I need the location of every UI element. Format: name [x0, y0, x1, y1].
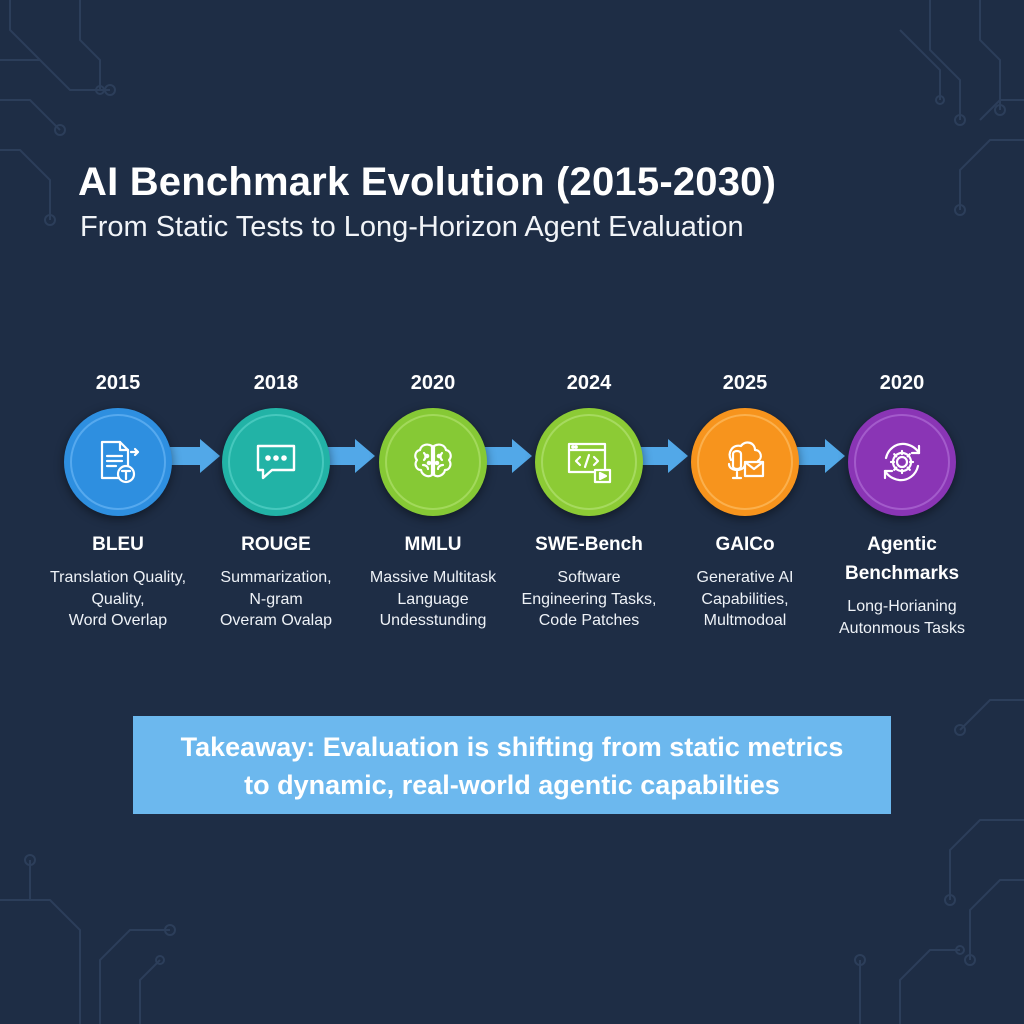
- multimodal-icon: [727, 441, 765, 480]
- description-line: Capabilities,: [701, 590, 789, 608]
- page-title: AI Benchmark Evolution (2015-2030): [78, 160, 777, 204]
- takeaway-banner: Takeaway: Evaluation is shifting from st…: [133, 716, 891, 814]
- description-line: Overam Ovalap: [219, 612, 333, 629]
- stage-year: 2024: [566, 372, 612, 394]
- description-line: Engineering Tasks,: [521, 590, 657, 608]
- stage-mmlu: 2020 MMLU Massive Multitask Language Und…: [348, 370, 518, 632]
- brain-icon: [414, 443, 452, 478]
- timeline-arrow: [640, 447, 670, 465]
- stage-description: Translation Quality, Quality, Word Overl…: [33, 567, 203, 632]
- stage-node: [222, 408, 330, 516]
- stage-year: 2018: [253, 372, 299, 394]
- description-line: Summarization,: [220, 569, 332, 586]
- timeline-arrow-head: [512, 439, 532, 473]
- stage-year: 2015: [95, 372, 141, 394]
- timeline-arrow-head: [825, 439, 845, 473]
- description-line: Word Overlap: [68, 612, 168, 629]
- stage-rouge: 2018 ROUGE Summarization, N-gram Overam …: [191, 370, 361, 632]
- name-line: Agentic: [867, 534, 937, 555]
- takeaway-line-2: to dynamic, real-world agentic capabilti…: [244, 770, 780, 800]
- description-line: Multmodoal: [703, 612, 787, 629]
- stage-node: [379, 408, 487, 516]
- stage-node: [848, 408, 956, 516]
- stage-year: 2020: [410, 372, 456, 394]
- gear-cycle-icon: [883, 442, 921, 482]
- stage-description: Massive Multitask Language Undesstunding: [348, 567, 518, 632]
- timeline-arrow: [484, 447, 514, 465]
- description-line: Software: [557, 569, 621, 586]
- stage-swe-bench: 2024 SWE-Bench Software Engineering Task…: [504, 370, 674, 632]
- stage-description: Generative AI Capabilities, Multmodoal: [660, 567, 830, 632]
- stage-node: [535, 408, 643, 516]
- timeline-arrow: [797, 447, 827, 465]
- description-line: Translation Quality,: [49, 569, 187, 586]
- stage-node: [64, 408, 172, 516]
- chat-bubble-icon: [256, 444, 296, 480]
- stage-node: [691, 408, 799, 516]
- document-translate-icon: [100, 440, 140, 484]
- stage-name: BLEU: [92, 534, 144, 555]
- description-line: Long-Horianing: [847, 598, 957, 615]
- timeline-arrow-head: [200, 439, 220, 473]
- stage-year: 2025: [722, 372, 768, 394]
- description-line: Language: [397, 590, 469, 608]
- description-line: Undesstunding: [379, 612, 487, 629]
- stage-description: Long-Horianing Autonmous Tasks: [817, 596, 987, 639]
- description-line: N-gram: [249, 590, 303, 608]
- timeline-arrow-head: [668, 439, 688, 473]
- timeline-arrow: [327, 447, 357, 465]
- takeaway-line-1: Takeaway: Evaluation is shifting from st…: [180, 732, 844, 762]
- stage-name: SWE-Bench: [535, 534, 643, 555]
- stage-gaico: 2025 GAICo Generative AI Capabilities, M…: [660, 370, 830, 632]
- timeline-arrow: [170, 447, 202, 465]
- name-line: Benchmarks: [844, 563, 960, 584]
- stage-bleu: 2015 BLEU Translation Quality, Quality, …: [33, 370, 203, 632]
- description-line: Autonmous Tasks: [839, 619, 965, 637]
- stage-description: Software Engineering Tasks, Code Patches: [504, 567, 674, 632]
- page-subtitle: From Static Tests to Long-Horizon Agent …: [80, 211, 744, 243]
- stage-agentic-benchmarks: 2020 Agentic Benchmarks Long-Horianing A…: [817, 370, 987, 639]
- stage-name: ROUGE: [241, 534, 311, 555]
- stage-description: Summarization, N-gram Overam Ovalap: [191, 567, 361, 632]
- timeline-arrow-head: [355, 439, 375, 473]
- stage-name: GAICo: [715, 534, 775, 555]
- stage-year: 2020: [879, 372, 925, 394]
- description-line: Massive Multitask: [369, 569, 497, 586]
- description-line: Generative AI: [696, 569, 794, 586]
- stage-name: MMLU: [404, 534, 462, 555]
- code-window-icon: [567, 442, 612, 484]
- description-line: Code Patches: [538, 612, 640, 629]
- stage-name: Agentic Benchmarks: [817, 530, 987, 588]
- description-line: Quality,: [91, 590, 145, 608]
